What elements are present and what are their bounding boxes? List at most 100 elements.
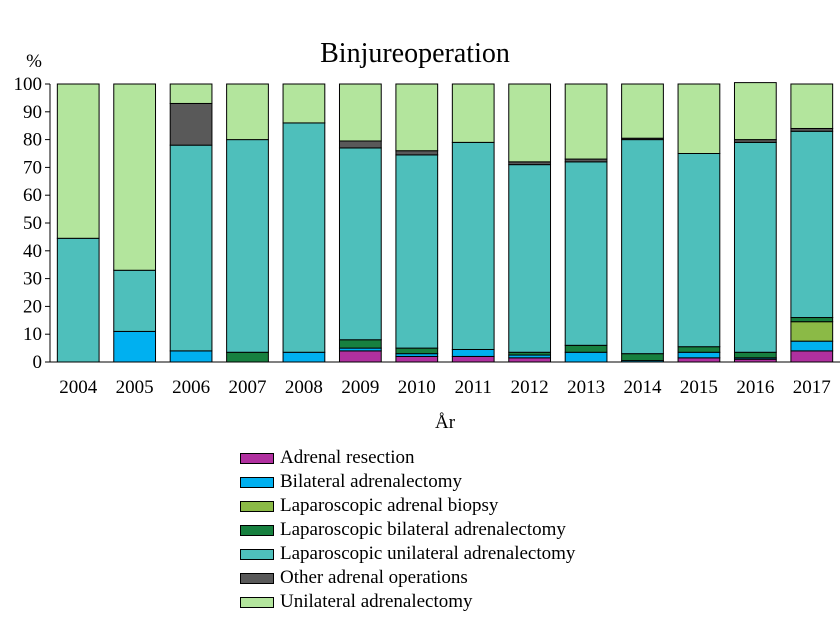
x-tick-label: 2007 bbox=[229, 377, 267, 398]
x-tick-label: 2011 bbox=[455, 377, 492, 398]
bar-segment bbox=[169, 102, 213, 146]
bar-segment bbox=[113, 83, 157, 271]
legend-swatch bbox=[240, 524, 274, 536]
bar-segment bbox=[790, 350, 834, 363]
bar-segment bbox=[790, 130, 834, 319]
bar-segment bbox=[564, 344, 608, 353]
bar-segment bbox=[790, 340, 834, 352]
bar-segment bbox=[113, 269, 157, 332]
y-axis-label: % bbox=[26, 51, 42, 72]
x-tick-label: 2006 bbox=[172, 377, 210, 398]
bar-segment bbox=[395, 347, 439, 355]
bar-segment bbox=[621, 139, 664, 355]
legend-swatch bbox=[240, 572, 274, 584]
x-tick-label: 2005 bbox=[116, 377, 154, 398]
bar-segment bbox=[56, 237, 100, 363]
x-tick-label: 2015 bbox=[680, 377, 718, 398]
x-tick-label: 2009 bbox=[341, 377, 379, 398]
y-tick-label: 30 bbox=[23, 269, 42, 290]
legend-label: Laparoscopic unilateral adrenalectomy bbox=[280, 543, 576, 564]
bar-segment bbox=[451, 355, 495, 363]
legend-item: Laparoscopic adrenal biopsy bbox=[240, 494, 575, 518]
y-tick-label: 100 bbox=[14, 74, 43, 95]
bar-segment bbox=[790, 321, 834, 342]
bar-segment bbox=[564, 161, 608, 346]
stacked-bar-chart: Binjureoperation % År 0 10 20 30 40 50 60 70 80 9… bbox=[14, 38, 840, 433]
legend-label: Other adrenal operations bbox=[280, 567, 468, 588]
bar-segment bbox=[677, 346, 721, 353]
y-tick-label: 10 bbox=[23, 324, 42, 345]
bar-segment bbox=[338, 147, 382, 341]
bar-segment bbox=[621, 83, 664, 139]
legend: Adrenal resection Bilateral adrenalectomy… bbox=[240, 446, 575, 614]
y-tick-label: 20 bbox=[23, 296, 42, 317]
bar-segment bbox=[338, 140, 382, 149]
x-tick-label: 2014 bbox=[624, 377, 663, 398]
y-axis: 0 10 20 30 40 50 60 70 80 90 100 bbox=[14, 74, 51, 373]
bar-segment bbox=[226, 351, 269, 363]
legend-label: Laparoscopic bilateral adrenalectomy bbox=[280, 519, 566, 540]
bar-segment bbox=[169, 83, 213, 104]
legend-label: Adrenal resection bbox=[280, 447, 415, 468]
bars bbox=[56, 82, 834, 363]
y-tick-label: 90 bbox=[23, 102, 42, 123]
chart-title: Binjureoperation bbox=[320, 38, 510, 69]
bar-segment bbox=[451, 348, 495, 357]
legend-item: Laparoscopic bilateral adrenalectomy bbox=[240, 518, 575, 542]
bar-segment bbox=[282, 351, 326, 363]
legend-item: Laparoscopic unilateral adrenalectomy bbox=[240, 542, 575, 566]
bar-segment bbox=[282, 83, 326, 124]
bar-segment bbox=[677, 351, 721, 359]
y-tick-label: 80 bbox=[23, 130, 42, 151]
legend-swatch bbox=[240, 548, 274, 560]
bar-segment bbox=[395, 83, 439, 152]
legend-swatch bbox=[240, 596, 274, 608]
bar-segment bbox=[677, 357, 721, 363]
y-tick-label: 0 bbox=[33, 352, 43, 373]
x-tick-label: 2010 bbox=[398, 377, 436, 398]
y-tick-label: 70 bbox=[23, 157, 42, 178]
bar-segment bbox=[790, 83, 834, 129]
bar-segment bbox=[282, 122, 326, 353]
legend-item: Unilateral adrenalectomy bbox=[240, 590, 575, 614]
legend-swatch bbox=[240, 452, 274, 464]
legend-item: Adrenal resection bbox=[240, 446, 575, 470]
y-tick-label: 60 bbox=[23, 185, 42, 206]
legend-swatch bbox=[240, 476, 274, 488]
bar-segment bbox=[451, 83, 495, 143]
bar-segment bbox=[564, 83, 608, 160]
x-tick-label: 2017 bbox=[793, 377, 831, 398]
x-axis: 2004 2005 2006 2007 2008 2009 2010 2011 2012 2013… bbox=[50, 361, 840, 398]
x-tick-label: 2016 bbox=[736, 377, 774, 398]
bar-segment bbox=[508, 164, 552, 353]
y-tick-label: 50 bbox=[23, 213, 42, 234]
bar-segment bbox=[677, 83, 721, 154]
bar-segment bbox=[113, 330, 157, 363]
legend-label: Bilateral adrenalectomy bbox=[280, 471, 462, 492]
bar-segment bbox=[338, 339, 382, 349]
bar-segment bbox=[338, 350, 382, 363]
x-tick-label: 2013 bbox=[567, 377, 605, 398]
bar-segment bbox=[564, 351, 608, 363]
legend-item: Other adrenal operations bbox=[240, 566, 575, 590]
bar-segment bbox=[733, 82, 777, 141]
legend-swatch bbox=[240, 500, 274, 512]
bar-segment bbox=[508, 357, 552, 363]
y-tick-label: 40 bbox=[23, 241, 42, 262]
bar-segment bbox=[733, 351, 777, 359]
bar-segment bbox=[395, 154, 439, 349]
legend-label: Laparoscopic adrenal biopsy bbox=[280, 495, 499, 516]
bar-segment bbox=[451, 141, 495, 350]
bar-segment bbox=[677, 153, 721, 348]
bar-segment bbox=[790, 317, 834, 323]
bar-segment bbox=[508, 83, 552, 163]
x-tick-label: 2008 bbox=[285, 377, 323, 398]
bar-segment bbox=[56, 83, 100, 239]
bar-segment bbox=[226, 139, 269, 353]
bar-segment bbox=[733, 141, 777, 353]
bar-segment bbox=[169, 350, 213, 363]
bar-segment bbox=[169, 144, 213, 352]
bar-segment bbox=[338, 83, 382, 142]
x-tick-label: 2004 bbox=[59, 377, 98, 398]
legend-item: Bilateral adrenalectomy bbox=[240, 470, 575, 494]
